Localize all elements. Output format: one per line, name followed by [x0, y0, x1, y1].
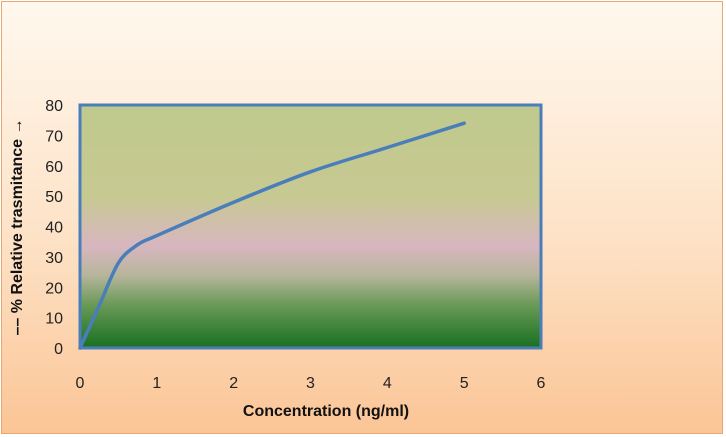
x-tick-label: 4	[383, 375, 392, 392]
y-axis-title: –– % Relative trasmitance →	[9, 119, 26, 336]
y-tick-label: 50	[45, 189, 63, 206]
series-line-0	[78, 121, 466, 350]
y-axis-ticks: 0 10 20 30 40 50 60 70 80	[45, 98, 63, 358]
y-tick-label: 20	[45, 280, 63, 297]
y-tick-label: 80	[45, 98, 63, 115]
series-layer	[78, 121, 466, 350]
x-tick-label: 1	[152, 375, 161, 392]
y-tick-label: 60	[45, 159, 63, 176]
x-tick-label: 3	[306, 375, 315, 392]
y-tick-label: 30	[45, 250, 63, 267]
plot-border	[78, 103, 543, 350]
x-tick-label: 5	[460, 375, 469, 392]
y-tick-label: 10	[45, 311, 63, 328]
y-tick-label: 40	[45, 220, 63, 237]
x-tick-label: 2	[229, 375, 238, 392]
x-axis-title: Concentration (ng/ml)	[243, 403, 409, 420]
x-tick-label: 6	[537, 375, 546, 392]
x-axis-ticks: 0 1 2 3 4 5 6	[76, 375, 546, 392]
x-tick-label: 0	[76, 375, 85, 392]
plot-area	[80, 105, 541, 348]
y-tick-label: 70	[45, 128, 63, 145]
y-tick-label: 0	[54, 341, 63, 358]
